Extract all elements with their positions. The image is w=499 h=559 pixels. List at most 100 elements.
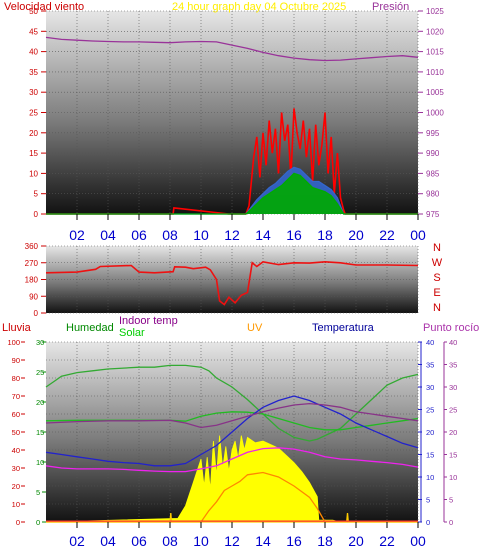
label-velocidad-viento: Velocidad viento (4, 1, 84, 13)
label-indoor-temp: Indoor temp (119, 315, 178, 327)
humidity-tick-label: 20 (36, 398, 44, 407)
label-solar: Solar (119, 327, 145, 339)
temp-tick-label: 40 (426, 338, 434, 347)
temp-tick-label: 15 (426, 451, 434, 460)
series-temperatura (45, 395, 419, 467)
y-tick-label: 0 (34, 210, 39, 219)
y-tick-label: 180 (25, 276, 39, 285)
rain-tick-label: 20 (12, 482, 20, 491)
x-tick-label: 12 (224, 533, 240, 549)
x-tick-label: 12 (224, 227, 240, 243)
compass-label: N (433, 302, 441, 314)
y-tick-label: 35 (29, 68, 38, 77)
temp-tick-label: 5 (426, 496, 430, 505)
x-tick-label: 16 (286, 227, 302, 243)
y-right-tick-label: 1015 (426, 48, 444, 57)
humidity-tick-label: 5 (36, 488, 40, 497)
y-tick-label: 90 (29, 292, 38, 301)
label-presion: Presión (372, 1, 409, 13)
temp-tick-label: 20 (426, 428, 434, 437)
y-tick-label: 10 (29, 169, 38, 178)
dew-tick-label: 10 (449, 473, 457, 482)
x-tick-label: 14 (255, 533, 271, 549)
x-tick-label: 14 (255, 227, 271, 243)
y-tick-label: 20 (29, 129, 38, 138)
compass-label: E (433, 287, 440, 299)
y-right-tick-label: 1020 (426, 27, 444, 36)
y-right-tick-label: 980 (426, 190, 440, 199)
x-tick-label: 18 (317, 533, 333, 549)
dew-tick-label: 40 (449, 338, 457, 347)
y-tick-label: 15 (29, 149, 38, 158)
humidity-tick-label: 10 (36, 458, 44, 467)
x-tick-label: 22 (379, 227, 395, 243)
x-tick-label: 10 (193, 533, 209, 549)
dew-tick-label: 20 (449, 428, 457, 437)
x-tick-label: 08 (162, 227, 178, 243)
y-tick-label: 30 (29, 88, 38, 97)
x-tick-label: 10 (193, 227, 209, 243)
y-right-tick-label: 990 (426, 149, 440, 158)
x-tick-label: 04 (100, 227, 116, 243)
x-tick-label: 00 (410, 533, 426, 549)
label-humedad: Humedad (66, 322, 114, 334)
y-right-tick-label: 1005 (426, 88, 444, 97)
y-right-tick-label: 1010 (426, 68, 444, 77)
y-tick-label: 5 (34, 190, 39, 199)
x-tick-label: 06 (131, 227, 147, 243)
humidity-tick-label: 0 (36, 518, 40, 527)
rain-tick-label: 30 (12, 464, 20, 473)
rain-tick-label: 50 (12, 428, 20, 437)
compass-label: N (433, 242, 441, 254)
y-right-tick-label: 995 (426, 129, 440, 138)
compass-label: S (433, 272, 440, 284)
series-velocidad-viento (46, 166, 418, 215)
y-tick-label: 25 (29, 109, 38, 118)
label-punto-rocio: Punto rocío (423, 322, 479, 334)
series-sensaci-n (45, 447, 419, 473)
x-tick-label: 02 (69, 533, 85, 549)
x-tick-label: 20 (348, 533, 364, 549)
temp-tick-label: 35 (426, 361, 434, 370)
y-right-tick-label: 1025 (426, 7, 444, 16)
dew-tick-label: 0 (449, 518, 453, 527)
rain-tick-label: 70 (12, 392, 20, 401)
humidity-tick-label: 15 (36, 428, 44, 437)
series-wind-direction (45, 260, 419, 306)
label-temperatura: Temperatura (312, 322, 375, 334)
x-tick-label: 06 (131, 533, 147, 549)
x-tick-label: 02 (69, 227, 85, 243)
x-tick-label: 18 (317, 227, 333, 243)
x-tick-label: 00 (410, 227, 426, 243)
humidity-tick-label: 30 (36, 338, 44, 347)
y-tick-label: 360 (25, 242, 39, 251)
x-tick-label: 04 (100, 533, 116, 549)
rain-tick-label: 90 (12, 356, 20, 365)
chart-title: 24 hour graph day 04 Octubre 2025 (172, 1, 346, 13)
temp-tick-label: 10 (426, 473, 434, 482)
y-right-tick-label: 985 (426, 169, 440, 178)
series--ndice-calor (46, 471, 418, 523)
rain-tick-label: 60 (12, 410, 20, 419)
series-punto-roc-o (45, 402, 419, 429)
series-direcci-n-media (46, 172, 418, 215)
temp-tick-label: 0 (426, 518, 430, 527)
y-right-tick-label: 975 (426, 210, 440, 219)
series-direcci-n-media-area (46, 173, 418, 214)
series-presi-n (45, 36, 419, 62)
label-lluvia: Lluvia (2, 322, 32, 334)
y-tick-label: 0 (34, 309, 39, 318)
rain-tick-label: 10 (12, 500, 20, 509)
dew-tick-label: 25 (449, 406, 457, 415)
y-right-tick-label: 1000 (426, 109, 444, 118)
temp-tick-label: 30 (426, 383, 434, 392)
dew-tick-label: 5 (449, 496, 453, 505)
dew-tick-label: 30 (449, 383, 457, 392)
rain-tick-label: 80 (12, 374, 20, 383)
compass-label: W (432, 257, 443, 269)
x-tick-label: 08 (162, 533, 178, 549)
